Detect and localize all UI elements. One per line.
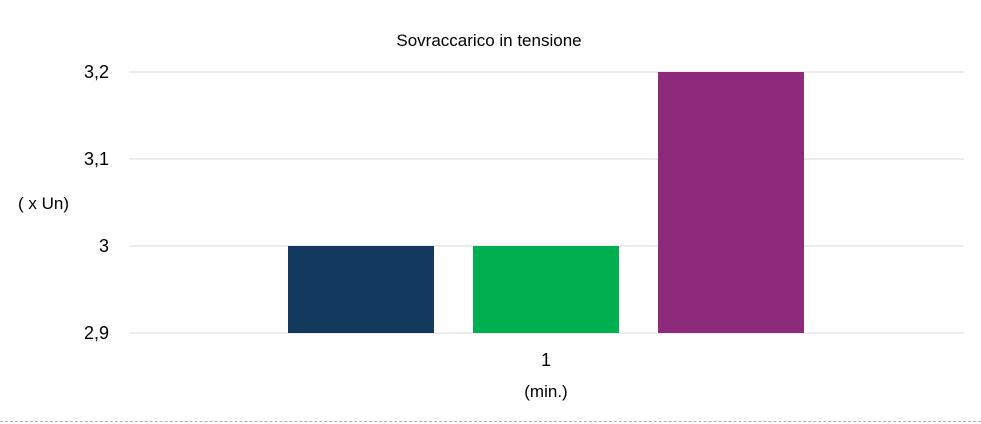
y-axis-label: ( x Un) xyxy=(18,194,69,213)
x-tick-label: 1 xyxy=(541,350,551,370)
y-tick-labels: 2,9 3 3,1 3,2 xyxy=(84,62,109,343)
footer-divider xyxy=(0,421,981,422)
bar-series-3 xyxy=(658,72,804,333)
bars xyxy=(288,72,804,333)
y-tick-label: 3,2 xyxy=(84,62,109,82)
x-axis-label: (min.) xyxy=(524,382,567,401)
y-tick-label: 3 xyxy=(99,236,109,256)
chart-title: Sovraccarico in tensione xyxy=(396,31,581,50)
y-tick-label: 3,1 xyxy=(84,149,109,169)
bar-series-2 xyxy=(473,246,619,333)
bar-series-1 xyxy=(288,246,434,333)
y-tick-label: 2,9 xyxy=(84,323,109,343)
